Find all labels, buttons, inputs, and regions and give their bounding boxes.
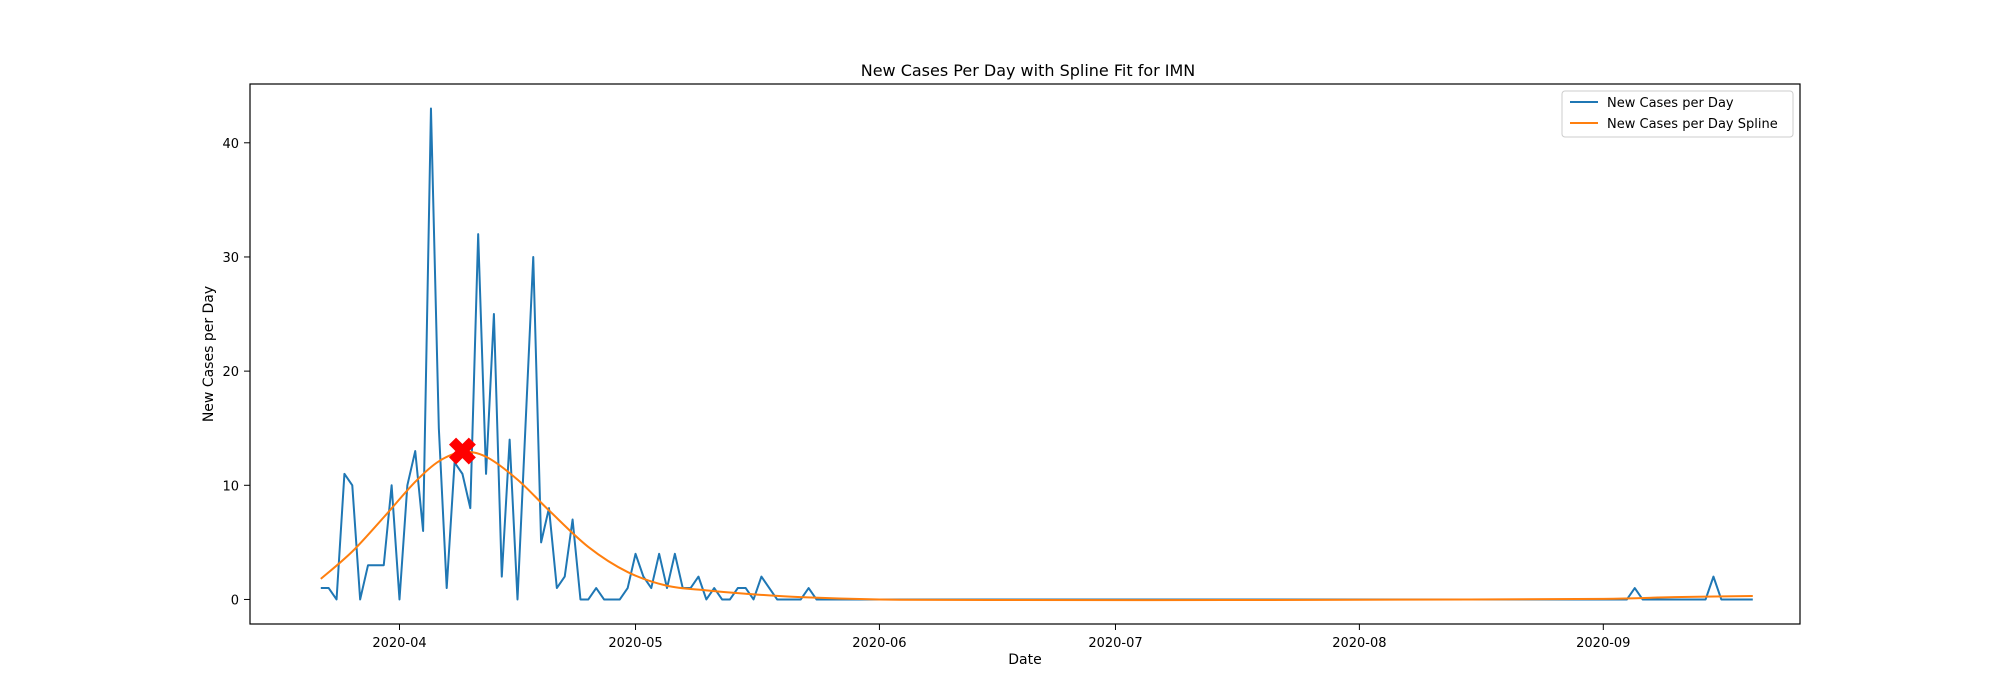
legend-label-new-cases: New Cases per Day xyxy=(1607,96,1734,111)
series-line-new-cases xyxy=(320,107,1753,601)
x-tick-label: 2020-05 xyxy=(608,636,662,651)
y-tick-label: 10 xyxy=(222,479,239,494)
peak-marker-bar-b xyxy=(449,437,476,465)
x-axis-label: Date xyxy=(1008,652,1041,668)
x-tick-label: 2020-04 xyxy=(372,636,426,651)
y-tick-label: 20 xyxy=(222,365,239,380)
y-axis-label: New Cases per Day xyxy=(201,286,217,422)
y-tick-label: 30 xyxy=(222,251,239,266)
x-axis: 2020-04 2020-05 2020-06 2020-07 2020-08 2020-… xyxy=(372,624,1630,651)
peak-marker xyxy=(449,437,476,465)
legend-box xyxy=(1561,90,1794,138)
x-tick-label: 2020-08 xyxy=(1332,636,1386,651)
series-line-spline xyxy=(320,450,1753,602)
plot-area xyxy=(320,107,1753,602)
x-tick-label: 2020-07 xyxy=(1088,636,1142,651)
x-tick-label: 2020-09 xyxy=(1576,636,1630,651)
plot-frame xyxy=(249,83,1801,625)
x-tick-label: 2020-06 xyxy=(852,636,906,651)
legend: New Cases per Day New Cases per Day Spli… xyxy=(1561,90,1794,138)
y-axis: 0 10 20 30 40 xyxy=(222,137,250,608)
y-tick-label: 40 xyxy=(222,137,239,152)
legend-label-spline: New Cases per Day Spline xyxy=(1607,117,1778,132)
y-tick-label: 0 xyxy=(231,593,239,608)
chart-title: New Cases Per Day with Spline Fit for IM… xyxy=(861,61,1196,80)
